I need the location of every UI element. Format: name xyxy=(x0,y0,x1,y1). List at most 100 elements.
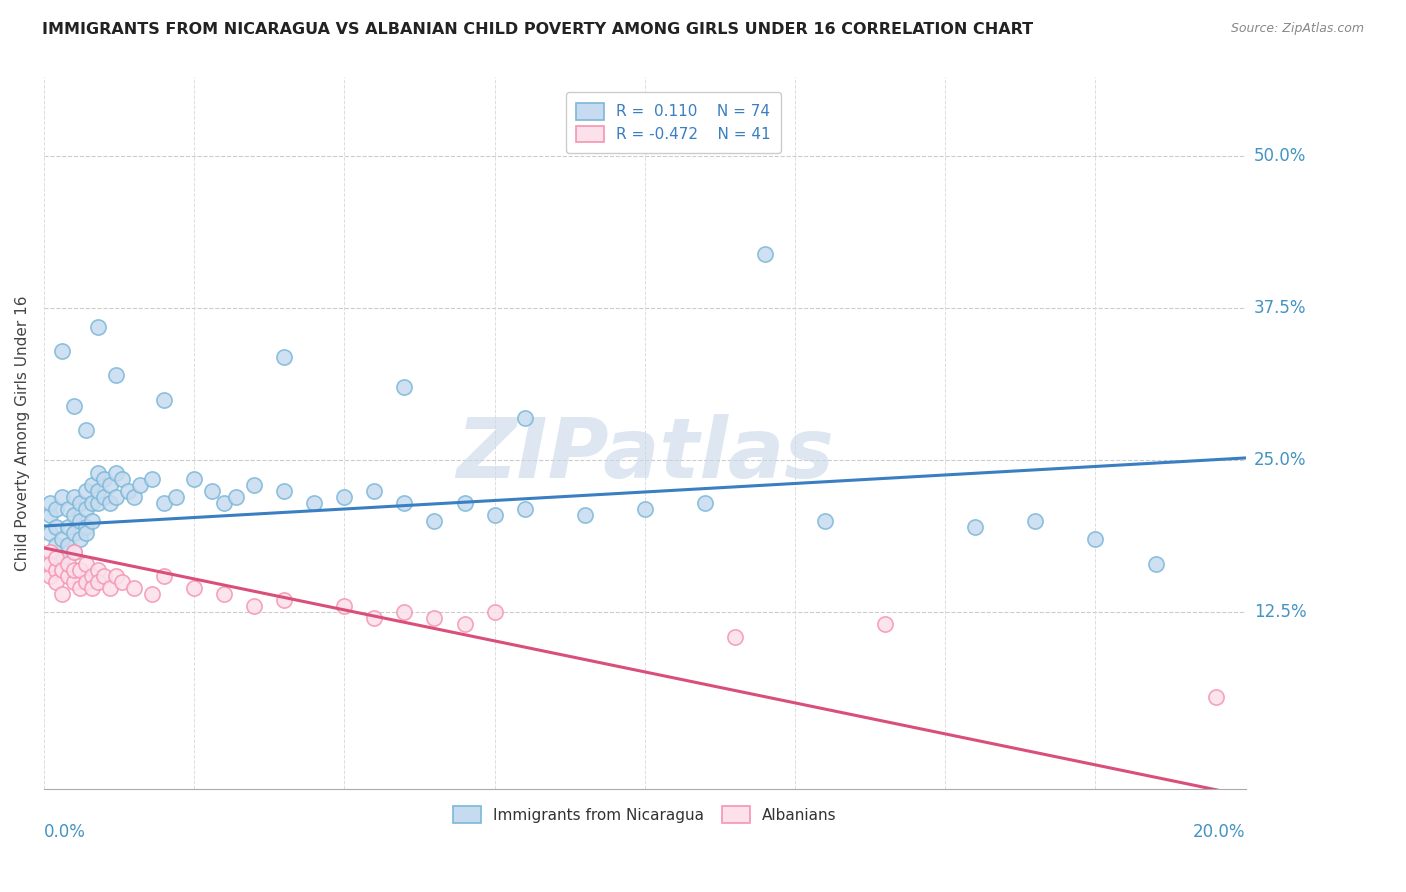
Point xyxy=(87,496,110,510)
Point xyxy=(1144,557,1167,571)
Point xyxy=(45,539,67,553)
Point xyxy=(45,520,67,534)
Point xyxy=(484,508,506,522)
Point xyxy=(111,574,134,589)
Point xyxy=(243,599,266,614)
Point xyxy=(574,508,596,522)
Point xyxy=(63,526,86,541)
Point xyxy=(212,587,235,601)
Point xyxy=(333,490,356,504)
Point xyxy=(51,533,73,547)
Text: 50.0%: 50.0% xyxy=(1254,147,1306,165)
Point xyxy=(45,563,67,577)
Legend: Immigrants from Nicaragua, Albanians: Immigrants from Nicaragua, Albanians xyxy=(446,799,844,830)
Point xyxy=(75,423,97,437)
Point xyxy=(56,557,79,571)
Point xyxy=(754,246,776,260)
Point xyxy=(165,490,187,504)
Point xyxy=(117,483,139,498)
Point xyxy=(153,569,176,583)
Text: Source: ZipAtlas.com: Source: ZipAtlas.com xyxy=(1230,22,1364,36)
Point xyxy=(453,496,475,510)
Point xyxy=(1205,690,1227,705)
Point xyxy=(304,496,326,510)
Point xyxy=(75,502,97,516)
Point xyxy=(38,557,60,571)
Text: IMMIGRANTS FROM NICARAGUA VS ALBANIAN CHILD POVERTY AMONG GIRLS UNDER 16 CORRELA: IMMIGRANTS FROM NICARAGUA VS ALBANIAN CH… xyxy=(42,22,1033,37)
Point xyxy=(38,508,60,522)
Point xyxy=(105,569,128,583)
Point xyxy=(69,514,91,528)
Point xyxy=(273,350,295,364)
Point xyxy=(63,544,86,558)
Point xyxy=(105,466,128,480)
Point xyxy=(75,483,97,498)
Point xyxy=(273,593,295,607)
Point xyxy=(273,483,295,498)
Point xyxy=(122,581,145,595)
Point xyxy=(75,520,97,534)
Point xyxy=(153,392,176,407)
Point xyxy=(98,496,121,510)
Point xyxy=(63,508,86,522)
Point xyxy=(814,514,837,528)
Point xyxy=(56,539,79,553)
Point xyxy=(93,472,115,486)
Point xyxy=(122,490,145,504)
Text: ZIPatlas: ZIPatlas xyxy=(456,414,834,495)
Point xyxy=(513,502,536,516)
Text: 12.5%: 12.5% xyxy=(1254,603,1306,622)
Point xyxy=(513,410,536,425)
Point xyxy=(51,343,73,358)
Point xyxy=(69,496,91,510)
Point xyxy=(80,477,103,491)
Point xyxy=(394,496,416,510)
Point xyxy=(69,563,91,577)
Point xyxy=(153,496,176,510)
Point xyxy=(98,477,121,491)
Point xyxy=(75,526,97,541)
Point xyxy=(93,569,115,583)
Point xyxy=(129,477,152,491)
Point xyxy=(875,617,897,632)
Point xyxy=(111,472,134,486)
Point xyxy=(80,569,103,583)
Point xyxy=(105,490,128,504)
Point xyxy=(105,368,128,383)
Text: 20.0%: 20.0% xyxy=(1194,823,1246,841)
Point xyxy=(38,496,60,510)
Point xyxy=(87,574,110,589)
Point xyxy=(75,574,97,589)
Text: 37.5%: 37.5% xyxy=(1254,300,1306,318)
Point xyxy=(423,514,446,528)
Point xyxy=(63,490,86,504)
Point xyxy=(634,502,657,516)
Point xyxy=(183,581,205,595)
Point xyxy=(453,617,475,632)
Point xyxy=(423,611,446,625)
Point xyxy=(363,611,385,625)
Point xyxy=(69,581,91,595)
Point xyxy=(212,496,235,510)
Point xyxy=(724,630,747,644)
Point xyxy=(333,599,356,614)
Text: 25.0%: 25.0% xyxy=(1254,451,1306,469)
Point xyxy=(63,574,86,589)
Point xyxy=(141,587,163,601)
Y-axis label: Child Poverty Among Girls Under 16: Child Poverty Among Girls Under 16 xyxy=(15,295,30,571)
Point xyxy=(484,605,506,619)
Point xyxy=(51,563,73,577)
Point xyxy=(38,569,60,583)
Point xyxy=(51,490,73,504)
Point xyxy=(1084,533,1107,547)
Point xyxy=(69,533,91,547)
Point xyxy=(141,472,163,486)
Point xyxy=(63,544,86,558)
Point xyxy=(80,514,103,528)
Point xyxy=(38,544,60,558)
Text: 0.0%: 0.0% xyxy=(44,823,86,841)
Point xyxy=(201,483,224,498)
Point xyxy=(183,472,205,486)
Point xyxy=(80,496,103,510)
Point xyxy=(363,483,385,498)
